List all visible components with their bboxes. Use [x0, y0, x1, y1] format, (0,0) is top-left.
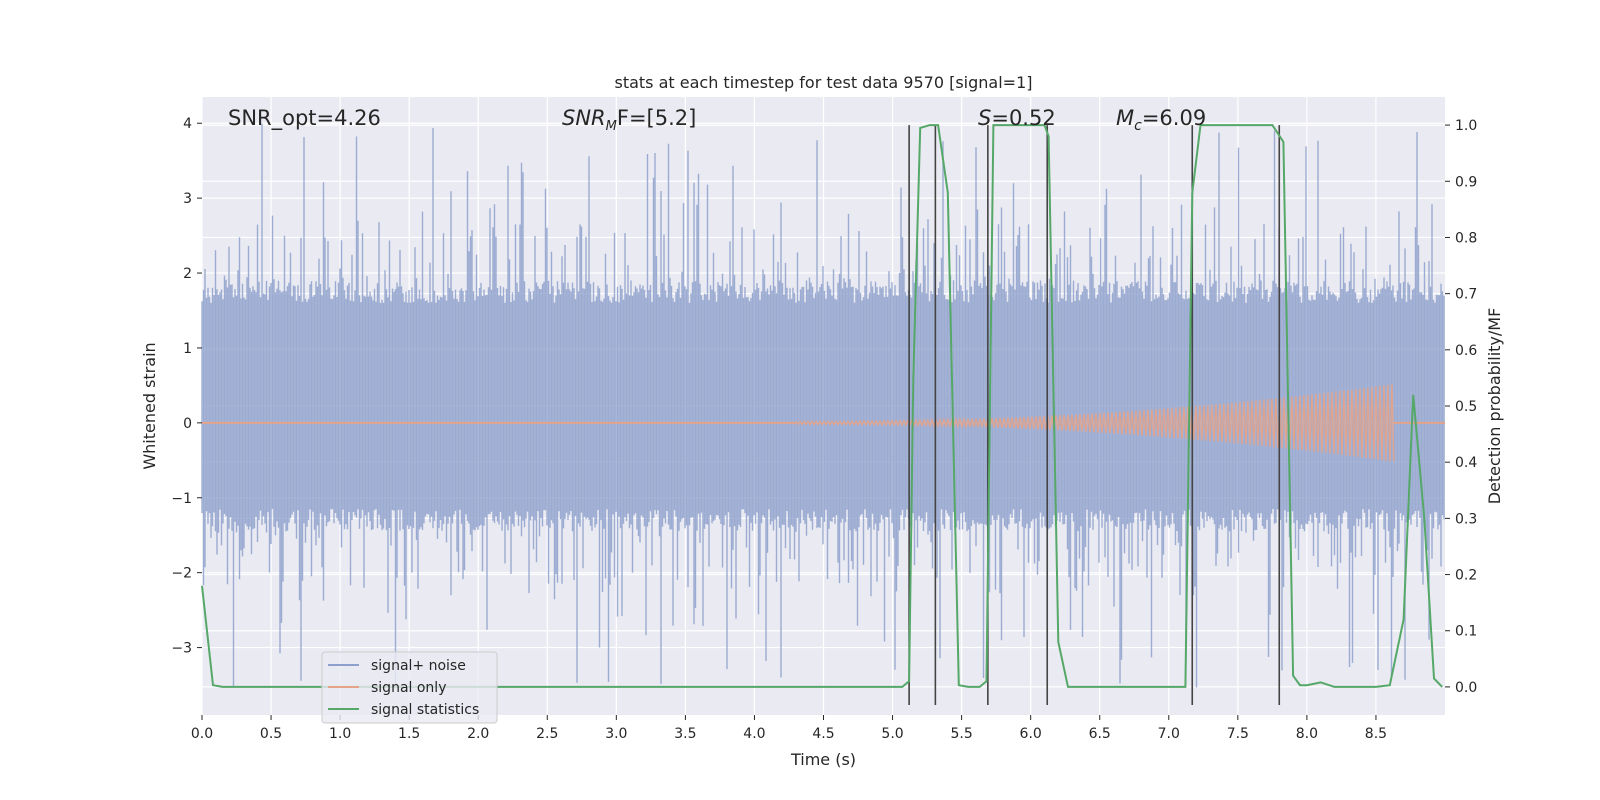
y-left-tick-label: 1	[183, 341, 192, 357]
y-right-tick-label: 0.9	[1455, 174, 1477, 190]
legend-box	[321, 651, 498, 724]
annotation-snr-mf-rest: F=[5.2]	[617, 106, 696, 130]
y-left-tick-label: −3	[171, 641, 192, 657]
y-axis-label-left: Whitened strain	[140, 342, 159, 469]
x-tick-label: 0.5	[260, 726, 282, 742]
y-left-tick-label: 0	[183, 416, 192, 432]
y-left-tick-label: −1	[171, 491, 192, 507]
x-tick-label: 5.0	[881, 726, 903, 742]
y-left-tick-label: 3	[183, 191, 192, 207]
x-axis-label: Time (s)	[790, 750, 856, 769]
signal-only-series	[202, 384, 1445, 462]
axis-ticks: 0.0 0.5 1.0 1.5 2.0 2.5 3.0 3.5 4.0 4.5 5.0 5.5 6.0 6…	[171, 116, 1477, 742]
y-right-tick-label: 0.8	[1455, 230, 1477, 246]
y-right-tick-label: 0.5	[1455, 399, 1477, 415]
y-right-tick-label: 0.3	[1455, 511, 1477, 527]
y-left-tick-label: 4	[183, 116, 192, 132]
y-right-tick-label: 0.6	[1455, 343, 1477, 359]
annotation-mc-rest: =6.09	[1142, 106, 1206, 130]
x-tick-label: 1.5	[398, 726, 420, 742]
y-right-tick-label: 0.4	[1455, 455, 1477, 471]
annotation-s: S=0.52	[978, 106, 1056, 130]
x-tick-label: 2.0	[467, 726, 489, 742]
x-tick-label: 8.5	[1365, 726, 1387, 742]
chart-title: stats at each timestep for test data 957…	[614, 73, 1032, 92]
x-tick-label: 7.0	[1158, 726, 1180, 742]
x-tick-label: 4.0	[743, 726, 765, 742]
y-right-tick-label: 0.7	[1455, 287, 1477, 303]
signal-statistics-series	[201, 124, 1443, 688]
y-right-tick-label: 0.0	[1455, 680, 1477, 696]
annotation-snr-mf: SNRMF=[5.2]	[562, 106, 696, 134]
annotation-s-rest: =0.52	[991, 106, 1055, 130]
legend: signal+ noise signal only signal statist…	[321, 651, 498, 724]
signal-statistics-line	[201, 124, 1443, 688]
x-tick-label: 0.0	[191, 726, 213, 742]
x-tick-label: 6.0	[1020, 726, 1042, 742]
y-right-tick-label: 1.0	[1455, 118, 1477, 134]
annotation-mc-main: M	[1116, 106, 1134, 130]
annotation-mc: Mc=6.09	[1116, 106, 1206, 134]
x-tick-label: 3.0	[605, 726, 627, 742]
x-tick-label: 8.0	[1296, 726, 1318, 742]
y-left-tick-label: −2	[171, 566, 192, 582]
y-right-tick-label: 0.1	[1455, 624, 1477, 640]
x-tick-label: 3.5	[674, 726, 696, 742]
x-tick-label: 2.5	[536, 726, 558, 742]
legend-label-signal-only: signal only	[371, 680, 446, 696]
annotation-snr-opt: SNR_opt=4.26	[228, 106, 381, 131]
signal-only-chirp	[795, 384, 1395, 462]
x-tick-label: 1.0	[329, 726, 351, 742]
legend-label-signal-noise: signal+ noise	[371, 658, 466, 674]
y-left-tick-label: 2	[183, 266, 192, 282]
y-right-tick-label: 0.2	[1455, 568, 1477, 584]
x-tick-label: 7.5	[1227, 726, 1249, 742]
x-tick-label: 5.5	[950, 726, 972, 742]
x-tick-label: 4.5	[812, 726, 834, 742]
annotation-mc-sub: c	[1134, 118, 1142, 134]
y-axis-label-right: Detection probability/MF	[1485, 308, 1504, 505]
annotation-snr-mf-main: SNR	[562, 106, 606, 130]
annotation-s-var: S	[978, 106, 991, 130]
x-tick-label: 6.5	[1089, 726, 1111, 742]
annotation-snr-mf-sub: M	[606, 119, 617, 134]
legend-label-signal-statistics: signal statistics	[371, 702, 479, 718]
